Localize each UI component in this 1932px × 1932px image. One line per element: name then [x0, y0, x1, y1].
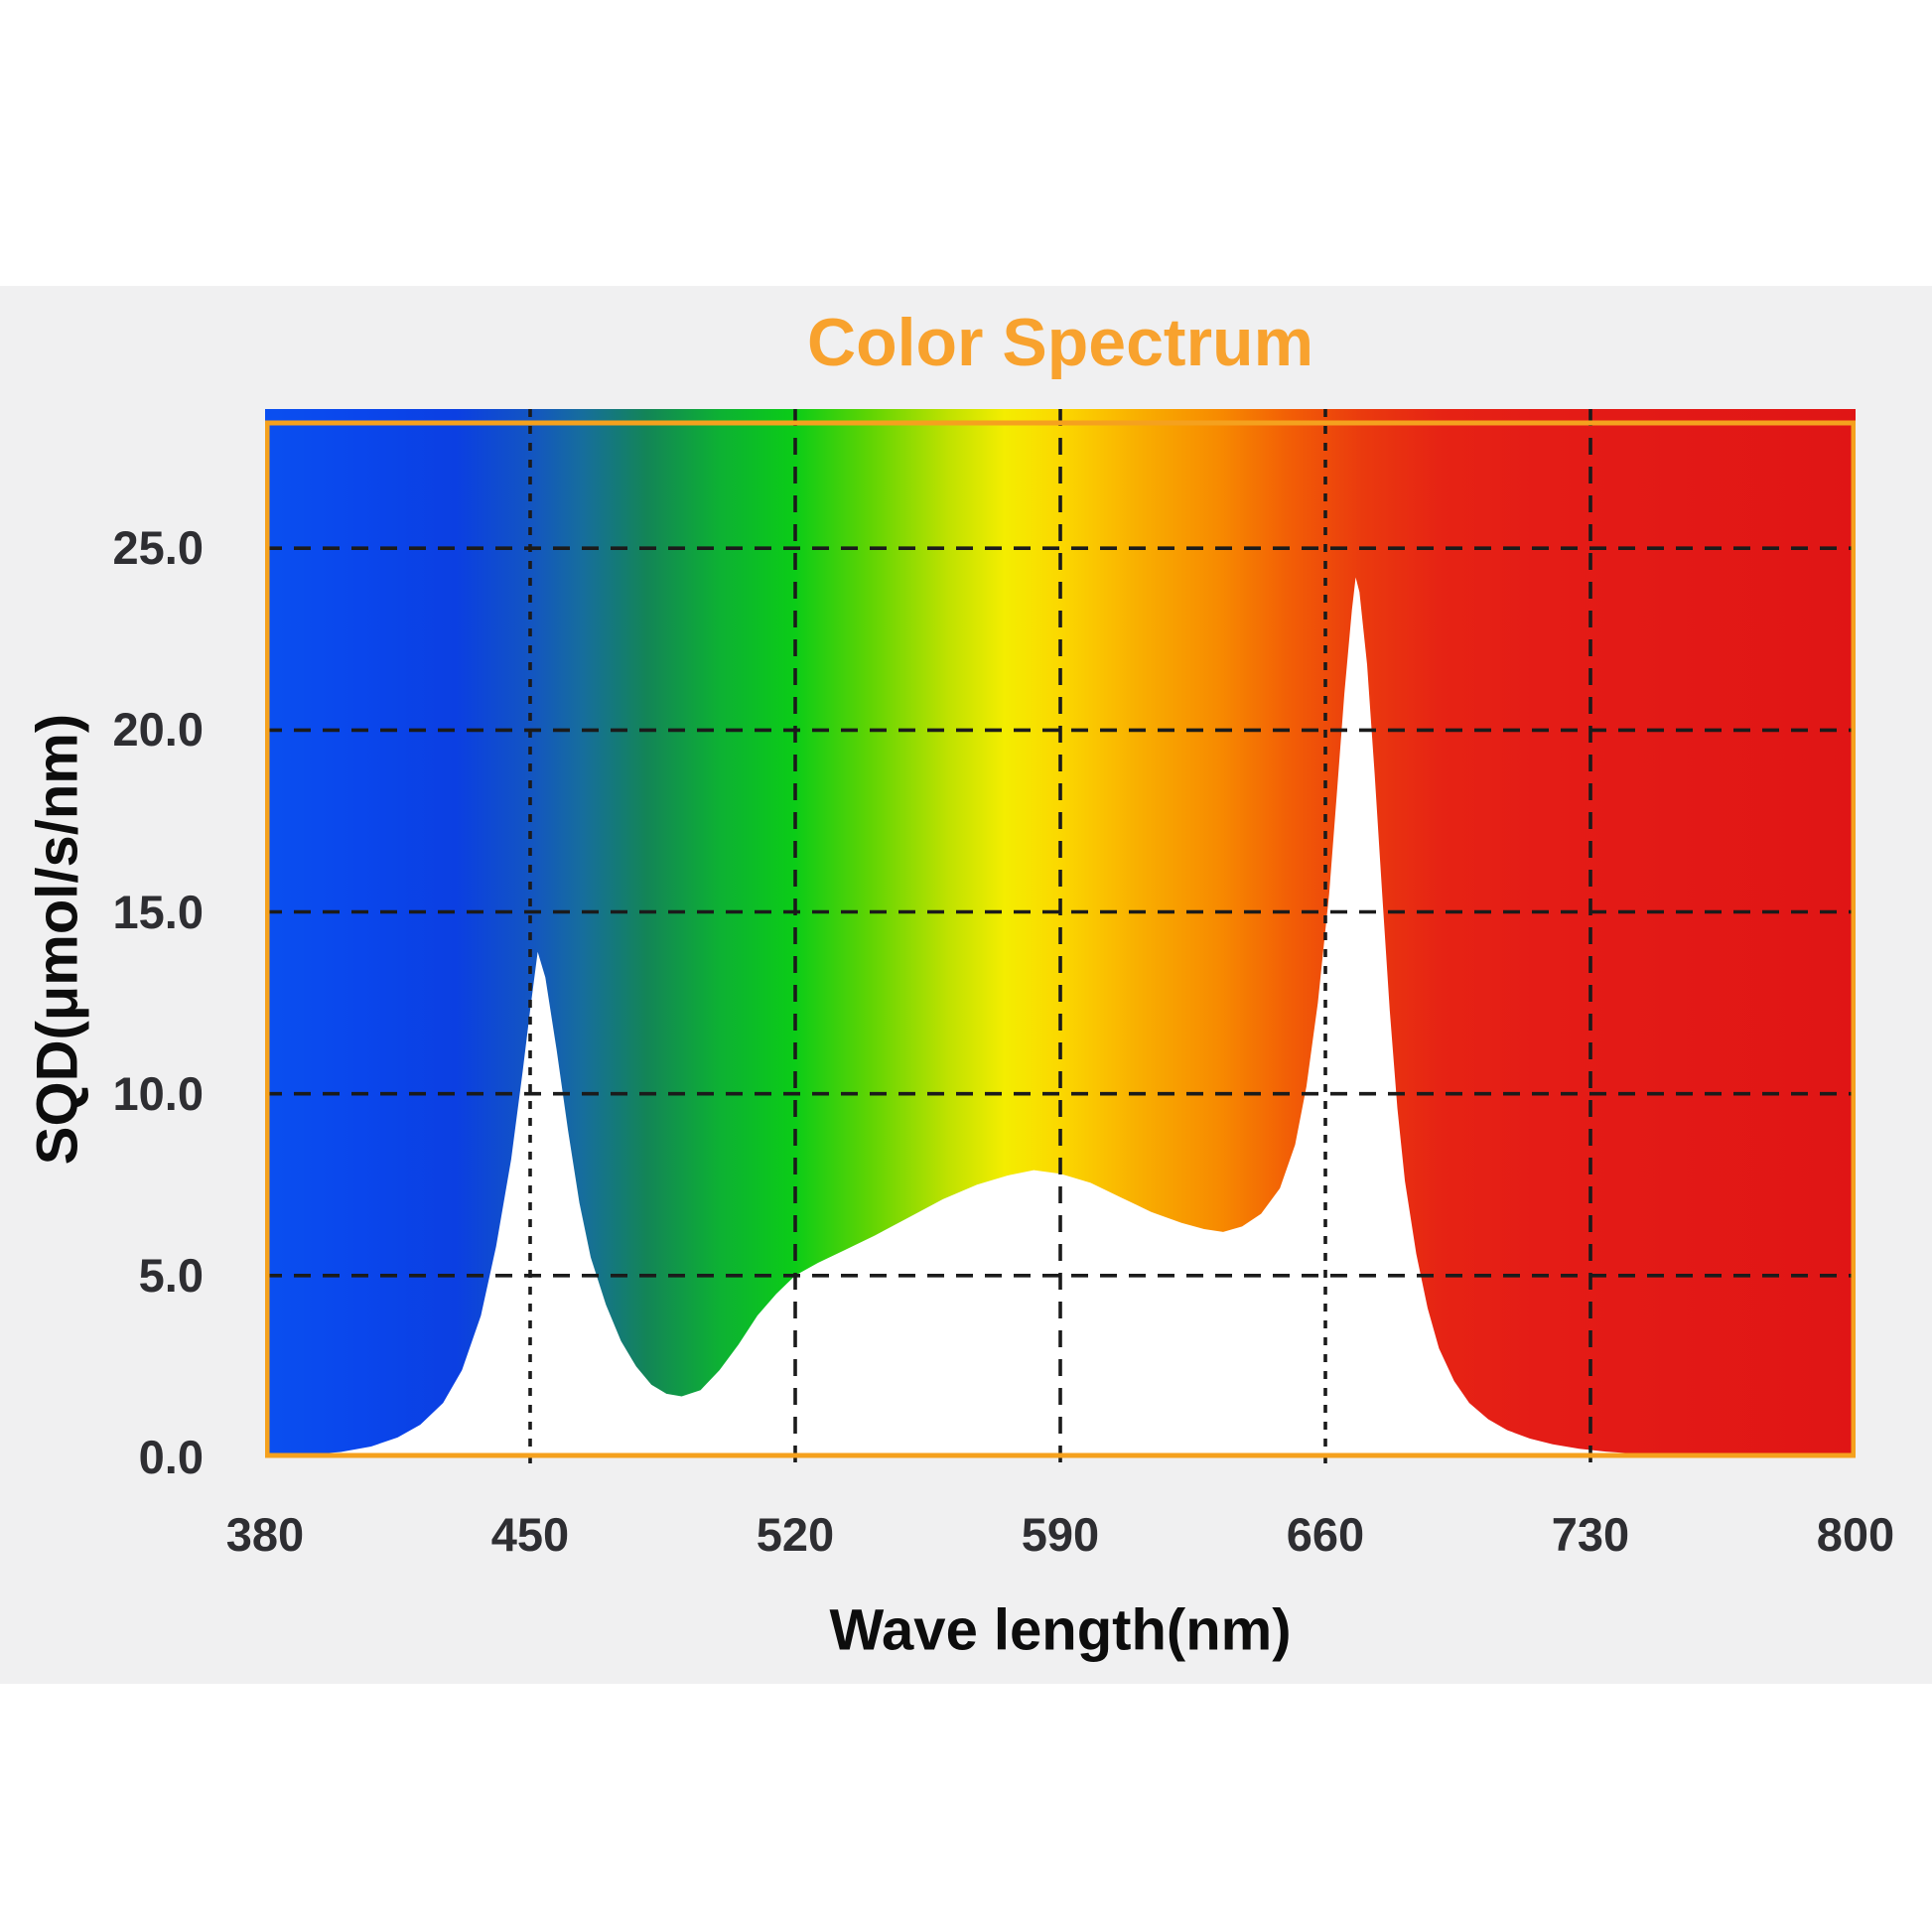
- x-tick-label-590: 590: [1021, 1508, 1100, 1561]
- x-tick-label-450: 450: [490, 1508, 570, 1561]
- x-tick-label-380: 380: [225, 1508, 305, 1561]
- spectrum-chart-svg: [265, 409, 1856, 1467]
- plot-area: [265, 409, 1856, 1469]
- x-tick-label-660: 660: [1286, 1508, 1365, 1561]
- x-tick-label-520: 520: [756, 1508, 835, 1561]
- y-tick-label-0.0: 0.0: [138, 1431, 204, 1483]
- x-axis-label: Wave length(nm): [829, 1597, 1292, 1663]
- plot-frame: [265, 420, 1856, 1458]
- chart-title: Color Spectrum: [806, 305, 1314, 380]
- y-tick-label-10.0: 10.0: [112, 1066, 204, 1120]
- y-tick-label-25.0: 25.0: [112, 521, 204, 575]
- y-tick-label-5.0: 5.0: [138, 1248, 204, 1302]
- y-tick-label-20.0: 20.0: [112, 703, 204, 757]
- y-tick-label-15.0: 15.0: [112, 885, 204, 938]
- x-tick-label-800: 800: [1816, 1508, 1895, 1561]
- x-tick-label-730: 730: [1551, 1508, 1630, 1561]
